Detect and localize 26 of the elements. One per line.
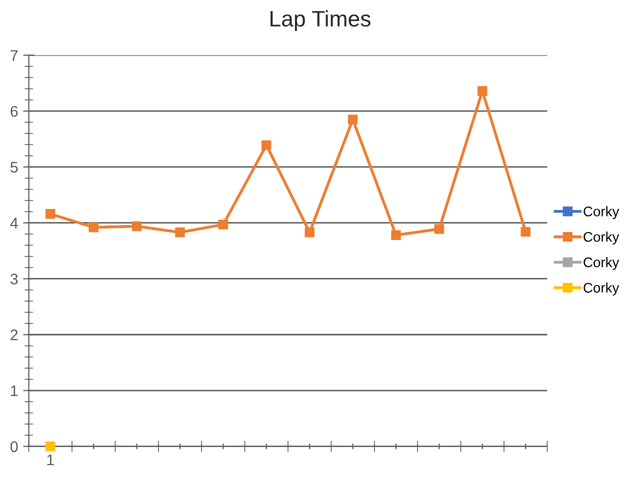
- y-tick-label: 1: [11, 386, 18, 396]
- point: [46, 209, 56, 219]
- point: [175, 227, 185, 238]
- y-tick-label: 4: [10, 218, 18, 228]
- point: [132, 221, 142, 232]
- y-tick-label: 7: [10, 50, 18, 61]
- point: [46, 442, 56, 452]
- y-tick-label: 5: [10, 162, 18, 173]
- point: [434, 224, 444, 234]
- legend-label: Corky: [584, 257, 620, 270]
- legend-label: Corky: [584, 282, 620, 296]
- point: [391, 230, 401, 240]
- y-tick-label: 6: [10, 106, 18, 117]
- point: [478, 86, 488, 96]
- point: [348, 114, 358, 124]
- point: [88, 222, 98, 232]
- chart-title: Lap Times: [270, 10, 370, 32]
- point: [520, 226, 530, 237]
- y-tick-label: 3: [10, 274, 18, 284]
- y-tick-label: 0: [10, 441, 18, 452]
- legend-label: Corky: [584, 206, 620, 220]
- point: [218, 220, 228, 230]
- y-tick-label: 2: [10, 329, 18, 340]
- legend-label: Corky: [584, 232, 620, 245]
- point: [262, 140, 272, 150]
- point: [304, 227, 314, 238]
